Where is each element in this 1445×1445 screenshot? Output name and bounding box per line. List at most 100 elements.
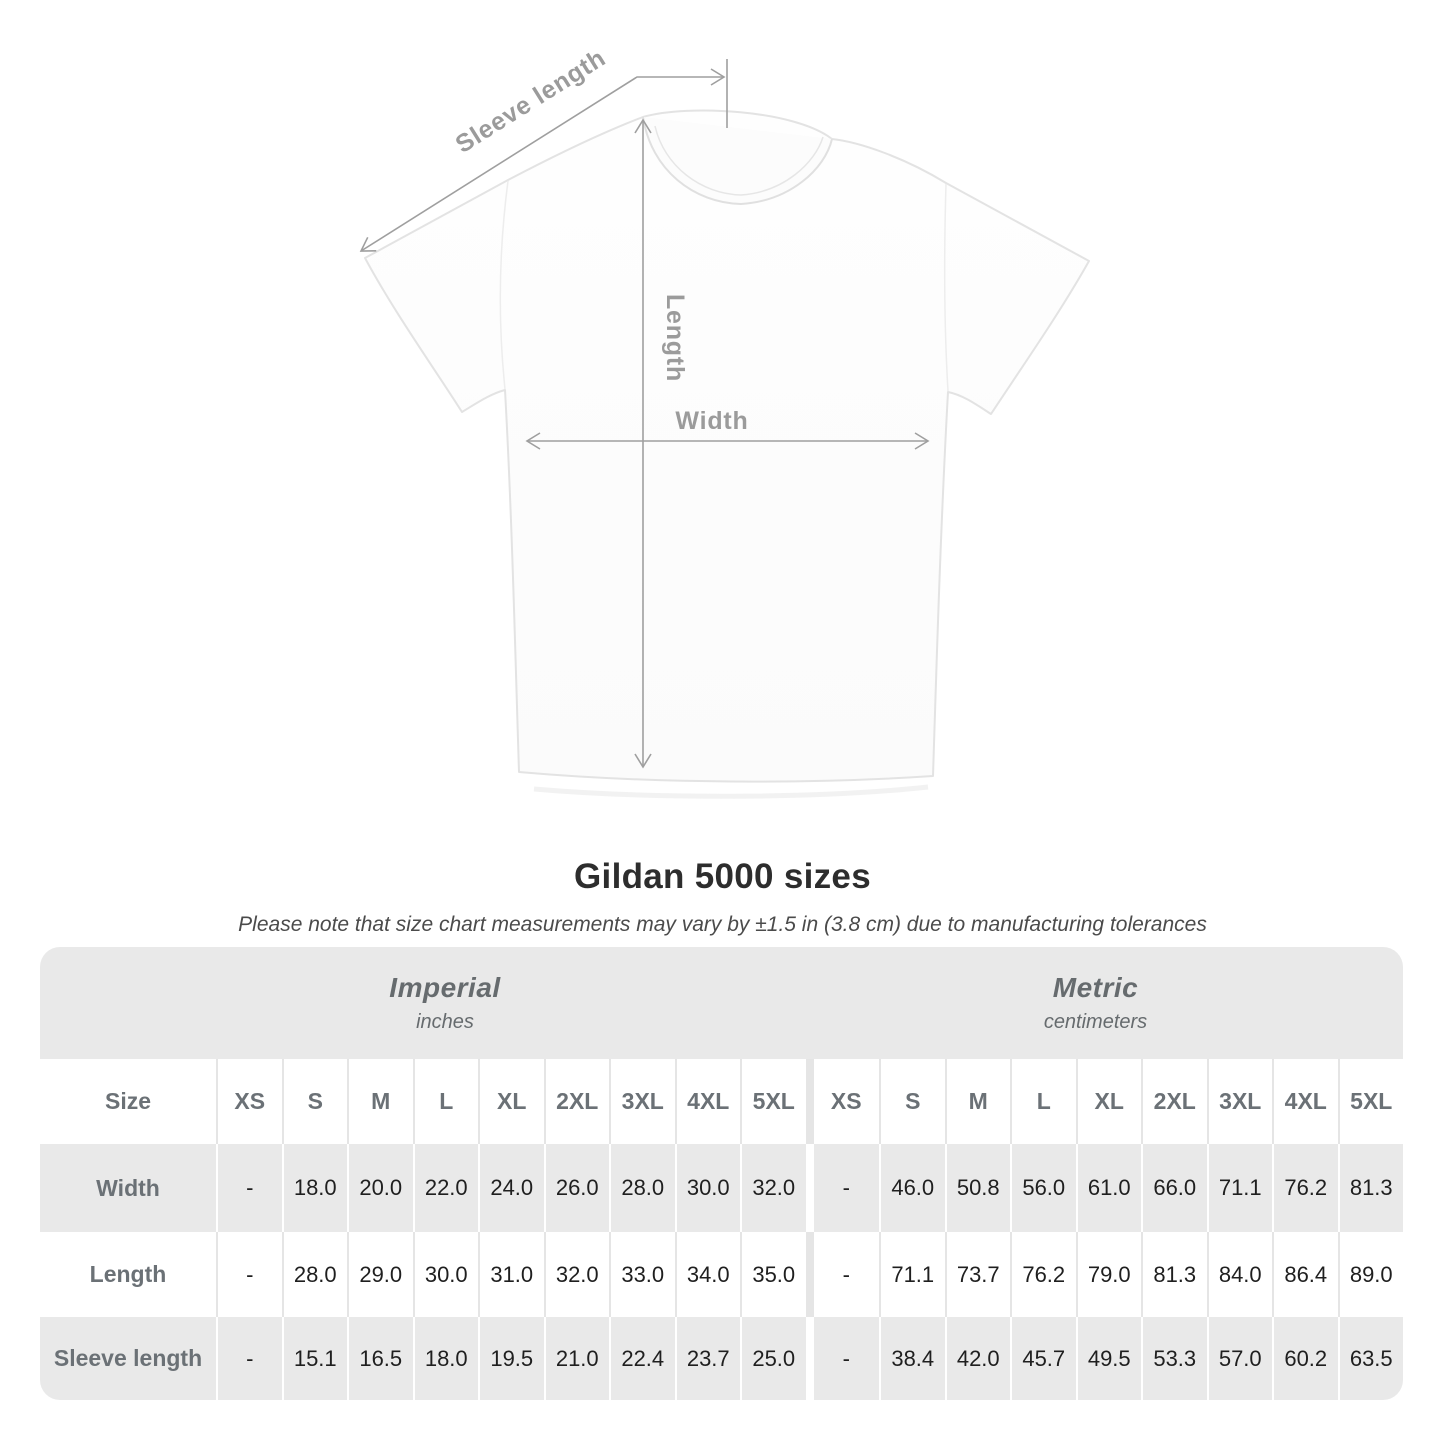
width-imperial-2xl: 26.0 — [543, 1144, 610, 1232]
sleeve-metric-s: 38.4 — [879, 1317, 945, 1400]
length-imperial-5xl: 35.0 — [740, 1232, 806, 1317]
size-header-imperial-xs: XS — [216, 1059, 282, 1144]
tshirt-diagram-svg: Sleeve length Length Width — [359, 44, 1090, 799]
length-metric-3xl: 84.0 — [1206, 1232, 1273, 1317]
size-header-imperial-s: S — [281, 1059, 348, 1144]
length-metric-4xl: 86.4 — [1272, 1232, 1338, 1317]
size-header-imperial-m: M — [347, 1059, 413, 1144]
length-imperial-xs: - — [216, 1232, 282, 1317]
sleeve-imperial-3xl: 22.4 — [609, 1317, 675, 1400]
sleeve-imperial-l: 18.0 — [412, 1317, 479, 1400]
sleeve-metric-5xl: 63.5 — [1337, 1317, 1404, 1400]
width-metric-3xl: 71.1 — [1206, 1144, 1273, 1232]
size-header-metric-s: S — [879, 1059, 945, 1144]
size-header-metric-3xl: 3XL — [1206, 1059, 1273, 1144]
metric-header: Metric centimeters — [801, 947, 1390, 1059]
length-imperial-xl: 31.0 — [478, 1232, 544, 1317]
length-metric-s: 71.1 — [879, 1232, 945, 1317]
length-imperial-3xl: 33.0 — [609, 1232, 675, 1317]
tolerance-note: Please note that size chart measurements… — [238, 913, 1207, 936]
size-header-metric-xl: XL — [1075, 1059, 1142, 1144]
sleeve-imperial-xs: - — [216, 1317, 282, 1400]
sleeve-length-arrow — [359, 68, 726, 252]
metric-unit: centimeters — [1043, 1011, 1148, 1033]
page-title: Gildan 5000 sizes — [574, 857, 871, 896]
sleeve-imperial-4xl: 23.7 — [674, 1317, 741, 1400]
sleeve-imperial-s: 15.1 — [281, 1317, 348, 1400]
size-header-imperial-xl: XL — [478, 1059, 544, 1144]
length-metric-5xl: 89.0 — [1337, 1232, 1404, 1317]
width-imperial-xs: - — [216, 1144, 282, 1232]
sleeve-imperial-5xl: 25.0 — [740, 1317, 806, 1400]
column-gutter — [805, 1059, 814, 1144]
length-metric-xl: 79.0 — [1075, 1232, 1142, 1317]
metric-name: Metric — [1052, 972, 1139, 1003]
unit-system-header: Imperial inches Metric centimeters — [40, 947, 1403, 1059]
width-imperial-5xl: 32.0 — [740, 1144, 806, 1232]
width-imperial-l: 22.0 — [412, 1144, 479, 1232]
sleeve-metric-3xl: 57.0 — [1206, 1317, 1273, 1400]
sleeve-metric-xs: - — [842, 1345, 850, 1371]
size-chart-table: Imperial inches Metric centimeters Size … — [40, 947, 1403, 1400]
sleeve-imperial-m: 16.5 — [347, 1317, 413, 1400]
width-imperial-4xl: 30.0 — [674, 1144, 741, 1232]
column-gutter — [805, 1317, 814, 1400]
length-metric-m: 73.7 — [944, 1232, 1011, 1317]
sleeve-metric-m: 42.0 — [944, 1317, 1011, 1400]
width-label: Width — [675, 407, 748, 435]
width-metric-l: 56.0 — [1010, 1144, 1076, 1232]
length-imperial-2xl: 32.0 — [543, 1232, 610, 1317]
length-imperial-4xl: 34.0 — [674, 1232, 741, 1317]
column-gutter — [805, 1144, 814, 1232]
size-header-imperial-5xl: 5XL — [740, 1059, 806, 1144]
width-metric-5xl: 81.3 — [1337, 1144, 1404, 1232]
width-imperial-s: 18.0 — [281, 1144, 348, 1232]
length-imperial-m: 29.0 — [347, 1232, 413, 1317]
width-imperial-xl: 24.0 — [478, 1144, 544, 1232]
length-metric-l: 76.2 — [1010, 1232, 1076, 1317]
size-header-metric-l: L — [1010, 1059, 1076, 1144]
width-metric-4xl: 76.2 — [1272, 1144, 1338, 1232]
width-imperial-3xl: 28.0 — [609, 1144, 675, 1232]
size-header-imperial-3xl: 3XL — [609, 1059, 675, 1144]
width-imperial-m: 20.0 — [347, 1144, 413, 1232]
width-metric-xl: 61.0 — [1075, 1144, 1142, 1232]
length-imperial-l: 30.0 — [412, 1232, 479, 1317]
size-header-metric-2xl: 2XL — [1141, 1059, 1207, 1144]
size-column-header: Size — [104, 1088, 152, 1114]
sleeve-metric-2xl: 53.3 — [1141, 1317, 1207, 1400]
imperial-unit: inches — [416, 1011, 474, 1033]
length-imperial-s: 28.0 — [281, 1232, 348, 1317]
row-label-width: Width — [96, 1174, 160, 1201]
size-header-metric-xs: XS — [830, 1088, 862, 1114]
sleeve-imperial-2xl: 21.0 — [543, 1317, 610, 1400]
size-header-metric-5xl: 5XL — [1337, 1059, 1404, 1144]
width-metric-2xl: 66.0 — [1141, 1144, 1207, 1232]
sleeve-metric-l: 45.7 — [1010, 1317, 1076, 1400]
right-sleeve-seam — [943, 183, 949, 392]
sleeve-imperial-xl: 19.5 — [478, 1317, 544, 1400]
tshirt-body — [364, 109, 1090, 783]
sleeve-metric-xl: 49.5 — [1075, 1317, 1142, 1400]
size-header-imperial-4xl: 4XL — [674, 1059, 741, 1144]
length-metric-2xl: 81.3 — [1141, 1232, 1207, 1317]
row-label-sleeve-length: Sleeve length — [53, 1345, 203, 1371]
size-header-row: Size XS S M L XL 2XL 3XL 4XL 5XL XS S M … — [40, 1059, 1403, 1144]
table-row-sleeve-length: Sleeve length - 15.1 16.5 18.0 19.5 21.0… — [40, 1317, 1403, 1400]
length-metric-xs: - — [842, 1261, 850, 1287]
tshirt-measurement-diagram: Sleeve length Length Width — [359, 44, 1090, 799]
size-header-metric-4xl: 4XL — [1272, 1059, 1338, 1144]
imperial-header: Imperial inches — [62, 947, 828, 1059]
width-metric-xs: - — [842, 1175, 850, 1200]
table-row-width: Width - 18.0 20.0 22.0 24.0 26.0 28.0 30… — [40, 1144, 1403, 1232]
sleeve-metric-4xl: 60.2 — [1272, 1317, 1338, 1400]
column-gutter — [805, 1232, 814, 1317]
row-label-length: Length — [89, 1261, 167, 1287]
length-label: Length — [661, 294, 689, 382]
imperial-name: Imperial — [389, 972, 501, 1003]
width-metric-s: 46.0 — [879, 1144, 945, 1232]
size-header-imperial-l: L — [412, 1059, 479, 1144]
hem-shadow — [533, 784, 929, 799]
table-row-length: Length - 28.0 29.0 30.0 31.0 32.0 33.0 3… — [40, 1232, 1403, 1317]
size-header-metric-m: M — [944, 1059, 1011, 1144]
